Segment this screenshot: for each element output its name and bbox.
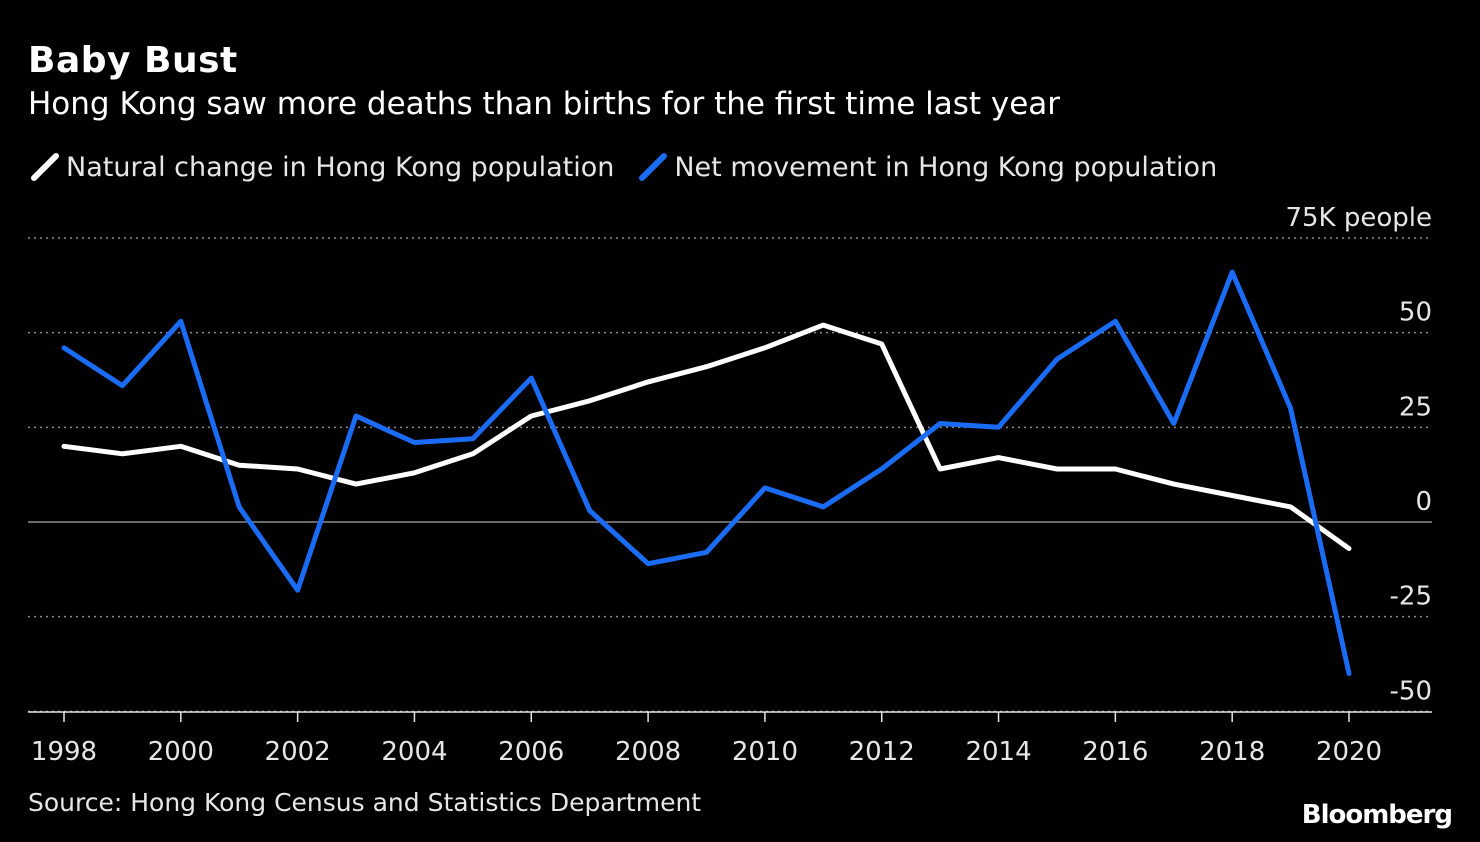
x-tick-label: 2004 [381, 737, 447, 767]
legend-item-natural-change: Natural change in Hong Kong population [28, 150, 614, 184]
y-axis-ticks: 75K people 50 25 0 -25 -50 [1285, 203, 1432, 706]
x-tick-label: 2016 [1082, 737, 1148, 767]
x-tick-label: 2002 [265, 737, 331, 767]
x-tick-label: 2020 [1316, 737, 1382, 767]
legend-item-net-movement: Net movement in Hong Kong population [636, 150, 1217, 184]
x-tick-label: 2014 [965, 737, 1031, 767]
x-tick-label: 2012 [849, 737, 915, 767]
y-tick-label: 50 [1399, 298, 1432, 328]
x-tick-label: 2018 [1199, 737, 1265, 767]
legend-label-natural-change: Natural change in Hong Kong population [66, 151, 615, 183]
chart-title: Baby Bust [28, 40, 238, 81]
source-note: Source: Hong Kong Census and Statistics … [28, 788, 702, 817]
x-tick-label: 2008 [615, 737, 681, 767]
y-tick-label: 25 [1399, 392, 1432, 422]
y-tick-label: -25 [1390, 582, 1432, 612]
x-tick-label: 1998 [31, 737, 97, 767]
legend-swatch-white-icon [31, 153, 59, 181]
brand-logo: Bloomberg [1301, 800, 1453, 830]
legend: Natural change in Hong Kong population N… [28, 150, 1239, 184]
y-tick-label: -50 [1390, 676, 1432, 706]
legend-label-net-movement: Net movement in Hong Kong population [674, 151, 1218, 183]
x-axis: 1998 2000 2002 2004 2006 2008 2010 2012 2014 2016… [28, 711, 1432, 767]
x-tick-label: 2006 [498, 737, 564, 767]
series-line-natural-change [61, 322, 1352, 551]
series-line-net-movement [61, 269, 1352, 676]
y-tick-label: 75K people [1285, 203, 1432, 233]
x-tick-label: 2010 [732, 737, 798, 767]
series-lines [61, 269, 1352, 676]
chart-subtitle: Hong Kong saw more deaths than births fo… [28, 86, 1061, 122]
y-tick-label: 0 [1415, 487, 1432, 517]
gridlines [28, 237, 1432, 713]
legend-swatch-blue-icon [639, 153, 668, 181]
x-tick-label: 2000 [148, 737, 214, 767]
